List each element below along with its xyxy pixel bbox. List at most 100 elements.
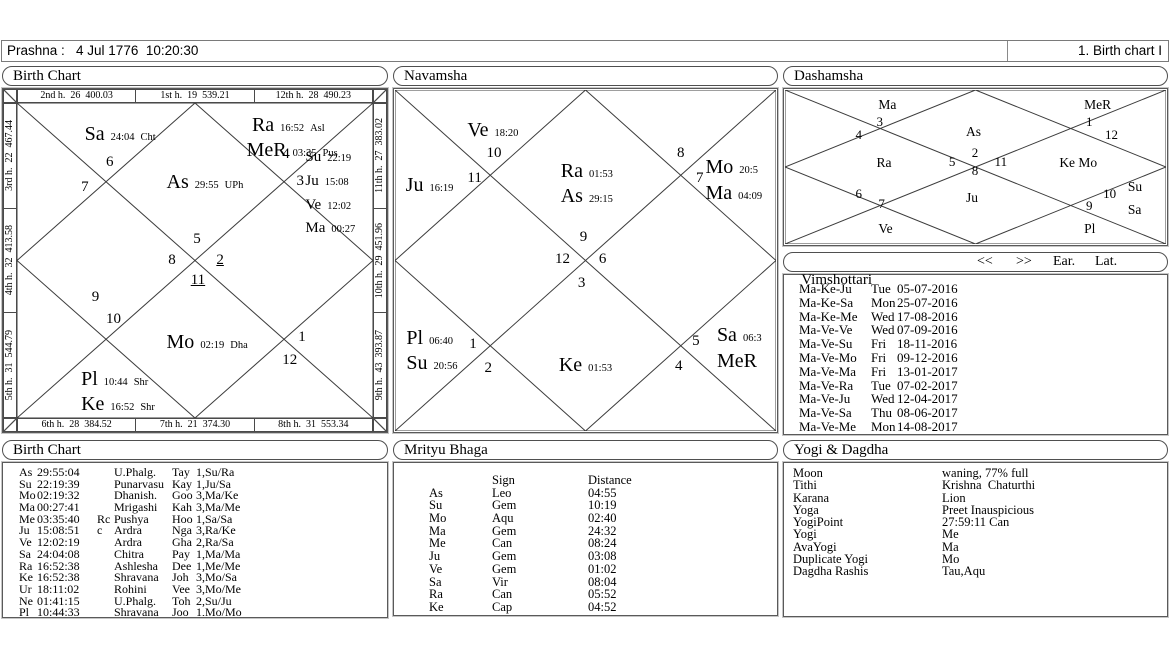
dasha-later-button[interactable]: Lat. — [1095, 254, 1118, 269]
dasha-row-cell: Ma-Ke-Ju — [799, 282, 852, 296]
dasha-row[interactable]: Ma-Ve-Sa Thu 08-06-2017 — [785, 406, 1166, 420]
position-row-cell: 2,Ra/Sa — [196, 535, 234, 550]
planet-label: Ju 16:19 — [406, 174, 454, 197]
house-number: 12 — [555, 250, 571, 267]
dasha-row-cell: Ma-Ve-Me — [799, 418, 857, 433]
planet-nakshatra: Asl — [310, 123, 325, 135]
position-row-cell: 3,Ra/Ke — [196, 523, 236, 538]
planet-nakshatra: Shr — [133, 376, 149, 388]
position-row-cell: Ardra — [114, 523, 142, 538]
chart-corner — [373, 418, 387, 432]
planet-abbrev: Su — [406, 351, 428, 374]
dasha-row[interactable]: Ma-Ve-Ju Wed 12-04-2017 — [785, 392, 1166, 406]
dasha-row[interactable]: Ma-Ke-Ju Tue 05-07-2016 — [785, 282, 1166, 296]
dasha-row[interactable]: Ma-Ke-Me Wed 17-08-2016 — [785, 309, 1166, 324]
mrityu-row-cell: Gem — [492, 498, 517, 513]
planet-label: Ma 00:27 — [305, 220, 355, 237]
cusp-label-text: 4th h. 32 413.58 — [4, 225, 15, 296]
dasha-row[interactable]: Ma-Ve-Su Fri 18-11-2016 — [785, 337, 1166, 351]
planet-degree: 16:52 — [110, 401, 135, 413]
dasha-row-cell: Fri — [871, 349, 887, 365]
mrityu-row-cell: 04:55 — [588, 485, 617, 500]
mrityu-row-cell: Can — [492, 587, 513, 602]
position-row: Sa 24:04:08 Chitra Pay 1,Ma/Ma — [4, 546, 386, 561]
birth-chart-diagram[interactable]: Sa 24:04 Cht Ra 16:52 Asl MeR 03:35 Pus Su 22:19 Ju… — [17, 103, 373, 418]
positions-panel-header[interactable]: Birth Chart — [2, 440, 388, 460]
house-number: 7 — [695, 170, 704, 187]
house-number: 7 — [878, 196, 885, 212]
position-row-cell: Ke — [19, 570, 33, 585]
chart-corner — [3, 418, 17, 432]
position-row-cell: Me — [19, 511, 35, 526]
dasha-row[interactable]: Ma-Ve-Ve Wed 07-09-2016 — [785, 323, 1166, 337]
dasha-earlier-button[interactable]: Ear. — [1053, 254, 1076, 269]
planet-abbrev: Ra — [251, 114, 275, 137]
position-row-cell: Ne — [19, 593, 33, 608]
dasha-row-cell: 07-09-2016 — [897, 322, 958, 338]
dasha-row-cell: 07-02-2017 — [897, 377, 958, 393]
cusp-label: 3rd h. 22 467.44 — [3, 103, 17, 209]
mrityu-row-cell: 08:04 — [588, 574, 617, 589]
dasha-row[interactable]: Ma-Ve-Mo Fri 09-12-2016 — [785, 351, 1166, 365]
planet-degree: 20:56 — [433, 360, 458, 372]
house-number: 9 — [579, 228, 588, 245]
yogi-panel-header[interactable]: Yogi & Dagdha — [783, 440, 1168, 460]
house-number: 3 — [296, 172, 304, 189]
yogi-row-cell: Mo — [942, 552, 960, 567]
navamsha-chart-diagram[interactable]: Ve 18:20 Ju 16:19 Ra 01:53 As 29:15 Mo 20:5 Ma 04:0… — [395, 90, 776, 431]
position-row-cell: 1,Ju/Sa — [196, 476, 232, 491]
planet-label: Ra 01:53 — [561, 160, 613, 183]
mrityu-row-cell: Ju — [429, 549, 441, 564]
yogi-row: Moon waning, 77% full — [785, 467, 1166, 480]
dasha-row[interactable]: Ma-Ke-Sa Mon 25-07-2016 — [785, 295, 1166, 310]
cusp-strip-bottom: 6th h. 28 384.52 7th h. 21 374.30 8th h. 3… — [17, 418, 373, 432]
position-row-cell: 00:27:41 — [37, 500, 80, 515]
mrityu-row-cell: As — [429, 485, 443, 500]
house-number: 6 — [598, 250, 607, 267]
dasha-row-cell: 12-04-2017 — [897, 391, 958, 407]
dasha-row[interactable]: Ma-Ve-Ma Fri 13-01-2017 — [785, 363, 1166, 379]
position-row-cell: 16:52:38 — [37, 570, 80, 585]
dasha-next-button[interactable]: >> — [1016, 254, 1032, 269]
dasha-row-cell: Ma-Ve-Ma — [799, 363, 857, 379]
planet-abbrev: Pl — [1084, 220, 1096, 236]
dasha-row-cell: Fri — [871, 336, 887, 352]
north-indian-chart-lines — [785, 90, 1166, 244]
title-right: 1. Birth chart I — [1077, 43, 1162, 58]
mrityu-row-cell: Ke — [429, 599, 444, 614]
dashamsha-chart-diagram[interactable]: Ma As MeR Ra Ke Mo Ju Ve Su Sa Pl 3 4 1 12 5 2 8 11 6 7 9 10 — [785, 90, 1166, 244]
planet-degree: 00:27 — [331, 224, 356, 236]
planet-label: Mo 02:19 Dha — [167, 331, 248, 354]
mrityu-panel-header[interactable]: Mrityu Bhaga — [393, 440, 778, 460]
navamsha-panel-header[interactable]: Navamsha — [393, 66, 778, 86]
birth-chart-panel-header[interactable]: Birth Chart — [2, 66, 388, 86]
planet-abbrev: Ra — [876, 154, 892, 170]
position-row-cell: c — [97, 523, 103, 538]
cusp-label: 10th h. 29 451.96 — [373, 207, 387, 314]
planet-abbrev: As — [965, 123, 981, 139]
planet-abbrev: Su — [1127, 179, 1143, 195]
dashamsha-panel-header[interactable]: Dashamsha — [783, 66, 1168, 86]
dasha-prev-button[interactable]: << — [977, 254, 993, 269]
position-row-cell: 1,Ma/Ma — [196, 546, 241, 561]
dasha-row[interactable]: Ma-Ve-Me Mon 14-08-2017 — [785, 420, 1166, 433]
position-row: Ra 16:52:38 Ashlesha Dee 1,Me/Me — [4, 560, 386, 573]
position-row-cell: 3,Mo/Sa — [196, 570, 238, 585]
planet-degree: 18:20 — [494, 127, 519, 139]
planet-label: MeR — [717, 350, 757, 373]
planet-label: Ve — [878, 221, 892, 237]
position-row-cell: 02:19:32 — [37, 488, 80, 503]
yogi-row: Dagdha Rashis Tau,Aqu — [785, 565, 1166, 578]
planet-nakshatra: Pus — [322, 148, 338, 160]
position-row-cell: Kay — [172, 476, 192, 491]
mrityu-row-cell: Can — [492, 536, 513, 551]
planet-label: Ke 16:52 Shr — [81, 393, 155, 416]
dasha-row-cell: 13-01-2017 — [897, 363, 958, 379]
vimshottari-panel-header[interactable]: Vimshottari << >> Ear. Lat. — [783, 252, 1168, 288]
house-number: 6 — [106, 153, 114, 170]
yogi-table: Moon waning, 77% full Tithi Krishna Chaturt… — [785, 464, 1166, 615]
planet-degree: 12:02 — [327, 200, 352, 212]
planet-degree: 24:04 — [110, 132, 135, 144]
dasha-row[interactable]: Ma-Ve-Ra Tue 07-02-2017 — [785, 377, 1166, 393]
planet-abbrev: Ke — [81, 392, 105, 415]
